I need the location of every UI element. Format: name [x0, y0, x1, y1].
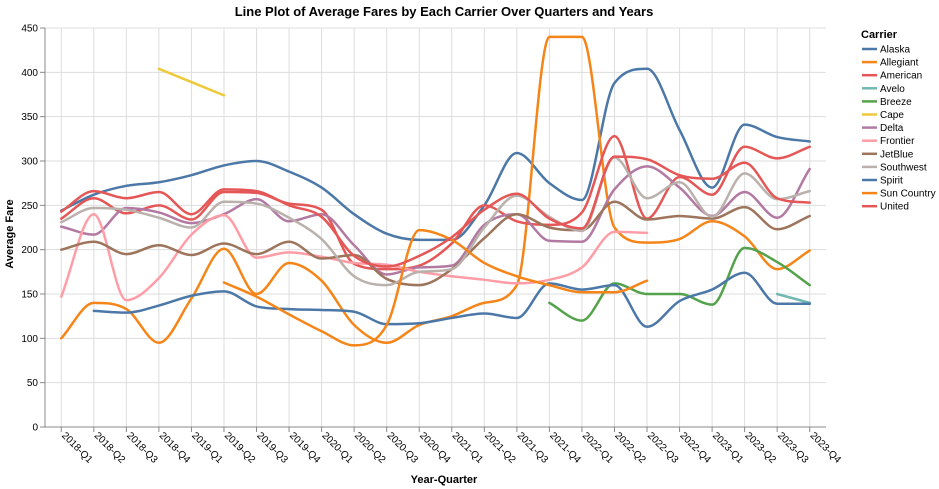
series-line-avelo: [775, 292, 811, 305]
legend-title: Carrier: [861, 29, 898, 41]
x-tick-label: 2021-Q1: [450, 430, 486, 466]
x-axis: 2018-Q12018-Q22018-Q32018-Q42019-Q12019-…: [45, 426, 844, 466]
x-tick-label: 2022-Q4: [677, 430, 713, 466]
x-tick-label: 2023-Q1: [710, 430, 746, 466]
y-tick-label: 350: [21, 112, 38, 123]
x-tick-label: 2020-Q3: [385, 430, 421, 466]
series-line-american: [60, 134, 811, 271]
x-tick-label: 2022-Q3: [645, 430, 681, 466]
x-tick-label: 2023-Q2: [743, 430, 779, 466]
x-tick-label: 2018-Q2: [92, 430, 128, 466]
y-tick-label: 150: [21, 290, 38, 301]
series-line-delta: [60, 165, 811, 276]
legend-label-spirit: Spirit: [880, 176, 903, 187]
y-tick-label: 400: [21, 68, 38, 79]
legend-label-frontier: Frontier: [880, 136, 915, 147]
legend-label-jetblue: JetBlue: [880, 149, 914, 160]
x-tick-label: 2018-Q1: [59, 430, 95, 466]
x-tick-label: 2020-Q1: [319, 430, 355, 466]
x-tick-label: 2020-Q2: [352, 430, 388, 466]
y-tick-label: 100: [21, 334, 38, 345]
series-line-united: [60, 155, 811, 268]
series-line-frontier: [60, 212, 649, 302]
legend-label-sun-country: Sun Country: [880, 189, 936, 200]
y-axis: 0 50 100 150 200 250 300 350 400 450: [21, 24, 46, 434]
x-tick-label: 2019-Q4: [287, 430, 323, 466]
legend-label-allegiant: Allegiant: [880, 58, 919, 69]
series-line-spirit: [92, 271, 811, 329]
legend-label-cape: Cape: [880, 110, 904, 121]
legend-label-alaska: Alaska: [880, 45, 910, 56]
x-tick-label: 2021-Q2: [482, 430, 518, 466]
x-tick-label: 2022-Q1: [580, 430, 616, 466]
series-line-alaska: [60, 67, 811, 242]
y-tick-label: 450: [21, 24, 38, 35]
x-tick-label: 2018-Q3: [124, 430, 160, 466]
x-tick-label: 2019-Q1: [189, 430, 225, 466]
x-tick-label: 2021-Q3: [515, 430, 551, 466]
x-tick-label: 2019-Q3: [254, 430, 290, 466]
y-tick-label: 200: [21, 245, 38, 256]
x-tick-label: 2022-Q2: [612, 430, 648, 466]
gridlines: [45, 27, 826, 428]
x-tick-label: 2021-Q4: [547, 430, 583, 466]
x-tick-label: 2019-Q2: [222, 430, 258, 466]
x-tick-label: 2018-Q4: [157, 430, 193, 466]
y-tick-label: 50: [27, 378, 39, 389]
x-tick-label: 2023-Q4: [808, 430, 844, 466]
legend-label-american: American: [880, 71, 922, 82]
series-line-allegiant: [60, 35, 811, 345]
x-tick-label: 2023-Q3: [775, 430, 811, 466]
y-tick-label: 0: [32, 423, 38, 434]
legend-label-breeze: Breeze: [880, 97, 912, 108]
series-line-jetblue: [60, 200, 811, 287]
series-line-southwest: [60, 156, 811, 287]
legend-label-avelo: Avelo: [880, 84, 905, 95]
legend-label-united: United: [880, 202, 909, 213]
series-line-cape: [157, 67, 226, 97]
chart-title: Line Plot of Average Fares by Each Carri…: [235, 4, 654, 19]
x-tick-label: 2020-Q4: [417, 430, 453, 466]
y-tick-label: 250: [21, 201, 38, 212]
y-tick-label: 300: [21, 157, 38, 168]
legend: Carrier Alaska Allegiant American Avelo Bree…: [861, 29, 936, 213]
series-lines: [60, 35, 811, 347]
series-line-breeze: [548, 246, 811, 322]
x-axis-title: Year-Quarter: [411, 474, 478, 486]
y-axis-title: Average Fare: [4, 199, 16, 268]
series-line-sun-country: [222, 228, 649, 347]
legend-label-southwest: Southwest: [880, 162, 927, 173]
legend-label-delta: Delta: [880, 123, 904, 134]
